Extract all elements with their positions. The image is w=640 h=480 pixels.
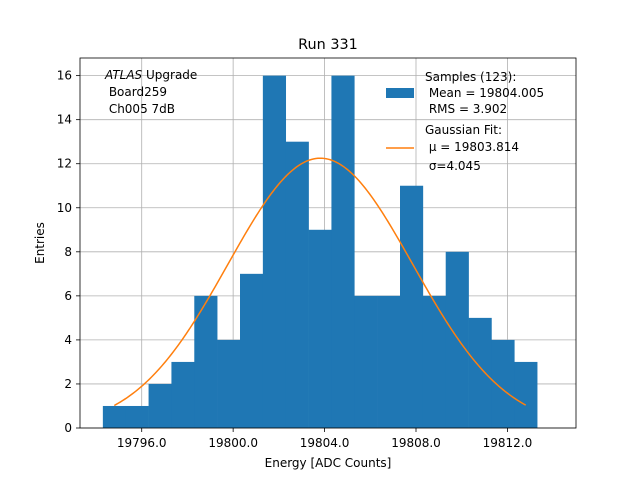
annotation-atlas: ATLAS bbox=[104, 68, 143, 82]
x-tick-label: 19808.0 bbox=[391, 436, 441, 450]
y-tick-label: 8 bbox=[64, 245, 72, 259]
histogram-bar bbox=[194, 295, 218, 428]
annotation-line-2: Board259 bbox=[105, 85, 167, 99]
y-tick-label: 16 bbox=[57, 69, 72, 83]
plot-frame bbox=[79, 57, 577, 429]
histogram-bar bbox=[422, 295, 447, 428]
annotation-line-1: ATLAS Upgrade bbox=[104, 68, 197, 82]
x-tick-label: 19812.0 bbox=[483, 436, 533, 450]
x-tick-label: 19800.0 bbox=[208, 436, 258, 450]
histogram-bar bbox=[217, 339, 241, 428]
legend-fit-mu: μ = 19803.814 bbox=[425, 140, 519, 154]
histogram-bar bbox=[308, 229, 332, 428]
y-axis-label: Entries bbox=[33, 222, 47, 264]
x-tick-label: 19804.0 bbox=[300, 436, 350, 450]
histogram-bar bbox=[445, 251, 469, 428]
chart-title: Run 331 bbox=[298, 37, 358, 53]
x-axis-ticks: 19796.0 19800.0 19804.0 19808.0 19812.0 bbox=[117, 428, 532, 450]
y-axis-ticks: 0 2 4 6 8 10 12 14 16 bbox=[57, 69, 80, 435]
histogram-bar bbox=[514, 361, 538, 428]
histogram-bar bbox=[240, 273, 264, 428]
legend-samples-title: Samples (123): bbox=[425, 70, 516, 84]
histogram-bar bbox=[148, 383, 172, 428]
histogram-bar bbox=[377, 295, 401, 428]
y-tick-label: 4 bbox=[64, 333, 72, 347]
histogram-bar bbox=[331, 75, 355, 428]
histogram-bars bbox=[102, 75, 538, 428]
histogram-bar bbox=[102, 405, 127, 428]
x-axis-label: Energy [ADC Counts] bbox=[265, 456, 392, 470]
y-tick-label: 10 bbox=[57, 201, 72, 215]
gaussian-fit-line bbox=[113, 157, 527, 407]
legend: Samples (123): Mean = 19804.005 RMS = 3.… bbox=[386, 70, 544, 173]
histogram-bar bbox=[400, 185, 424, 428]
y-tick-label: 14 bbox=[57, 113, 72, 127]
y-tick-label: 2 bbox=[64, 377, 72, 391]
y-tick-label: 0 bbox=[64, 421, 72, 435]
y-tick-label: 12 bbox=[57, 157, 72, 171]
histogram-bar bbox=[491, 339, 515, 428]
annotation-upgrade: Upgrade bbox=[142, 68, 197, 82]
legend-samples-mean: Mean = 19804.005 bbox=[425, 86, 544, 100]
legend-fit-title: Gaussian Fit: bbox=[425, 123, 502, 137]
legend-fit-sigma: σ=4.045 bbox=[425, 159, 481, 173]
y-tick-label: 6 bbox=[64, 289, 72, 303]
info-annotation: ATLAS Upgrade Board259 Ch005 7dB bbox=[104, 68, 197, 116]
x-tick-label: 19796.0 bbox=[117, 436, 167, 450]
histogram-bar bbox=[354, 295, 378, 428]
histogram-bar bbox=[125, 405, 149, 428]
annotation-line-3: Ch005 7dB bbox=[105, 102, 175, 116]
histogram-bar bbox=[468, 317, 492, 428]
legend-samples-rms: RMS = 3.902 bbox=[425, 102, 507, 116]
histogram-bar bbox=[285, 141, 309, 428]
legend-swatch-samples bbox=[386, 88, 414, 98]
histogram-bar bbox=[262, 75, 287, 428]
histogram-bar bbox=[171, 361, 195, 428]
gaussian-fit bbox=[113, 157, 527, 407]
